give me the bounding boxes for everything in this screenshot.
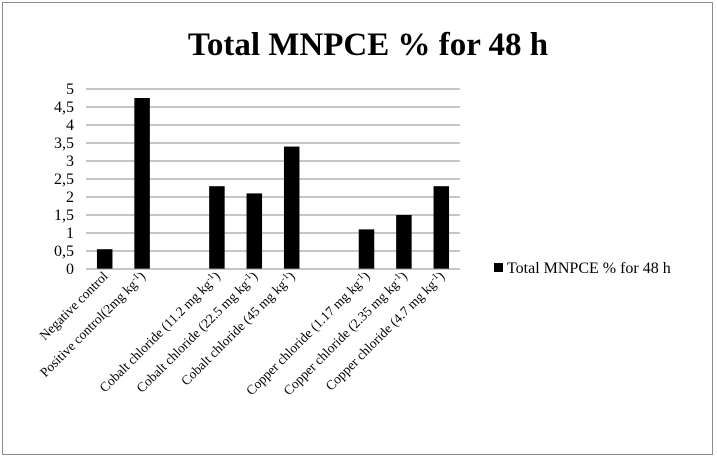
y-tick-label: 4 <box>66 117 74 134</box>
legend-swatch <box>494 263 503 272</box>
legend: Total MNPCE % for 48 h <box>494 260 671 277</box>
y-tick-label: 1,5 <box>54 207 74 224</box>
y-tick-label: 0 <box>66 261 74 278</box>
y-tick-label: 3,5 <box>54 135 74 152</box>
y-tick-label: 3 <box>66 153 74 170</box>
y-tick-label: 2 <box>66 189 74 206</box>
bar <box>246 193 263 269</box>
bars <box>96 98 450 269</box>
y-tick-label: 1 <box>66 225 74 242</box>
y-axis-ticks: 00,511,522,533,544,55 <box>54 81 74 278</box>
bar <box>134 98 150 269</box>
y-tick-label: 4,5 <box>54 99 74 116</box>
legend-label: Total MNPCE % for 48 h <box>507 260 671 277</box>
chart-frame <box>2 2 713 455</box>
chart-title: Total MNPCE % for 48 h <box>188 27 548 63</box>
y-tick-label: 0,5 <box>54 243 74 260</box>
bar <box>358 229 375 269</box>
y-tick-label: 5 <box>66 81 74 98</box>
bar <box>283 146 300 269</box>
bar <box>396 215 412 269</box>
bar <box>96 249 113 269</box>
bar <box>433 186 450 269</box>
bar <box>209 186 225 269</box>
y-tick-label: 2,5 <box>54 171 74 188</box>
